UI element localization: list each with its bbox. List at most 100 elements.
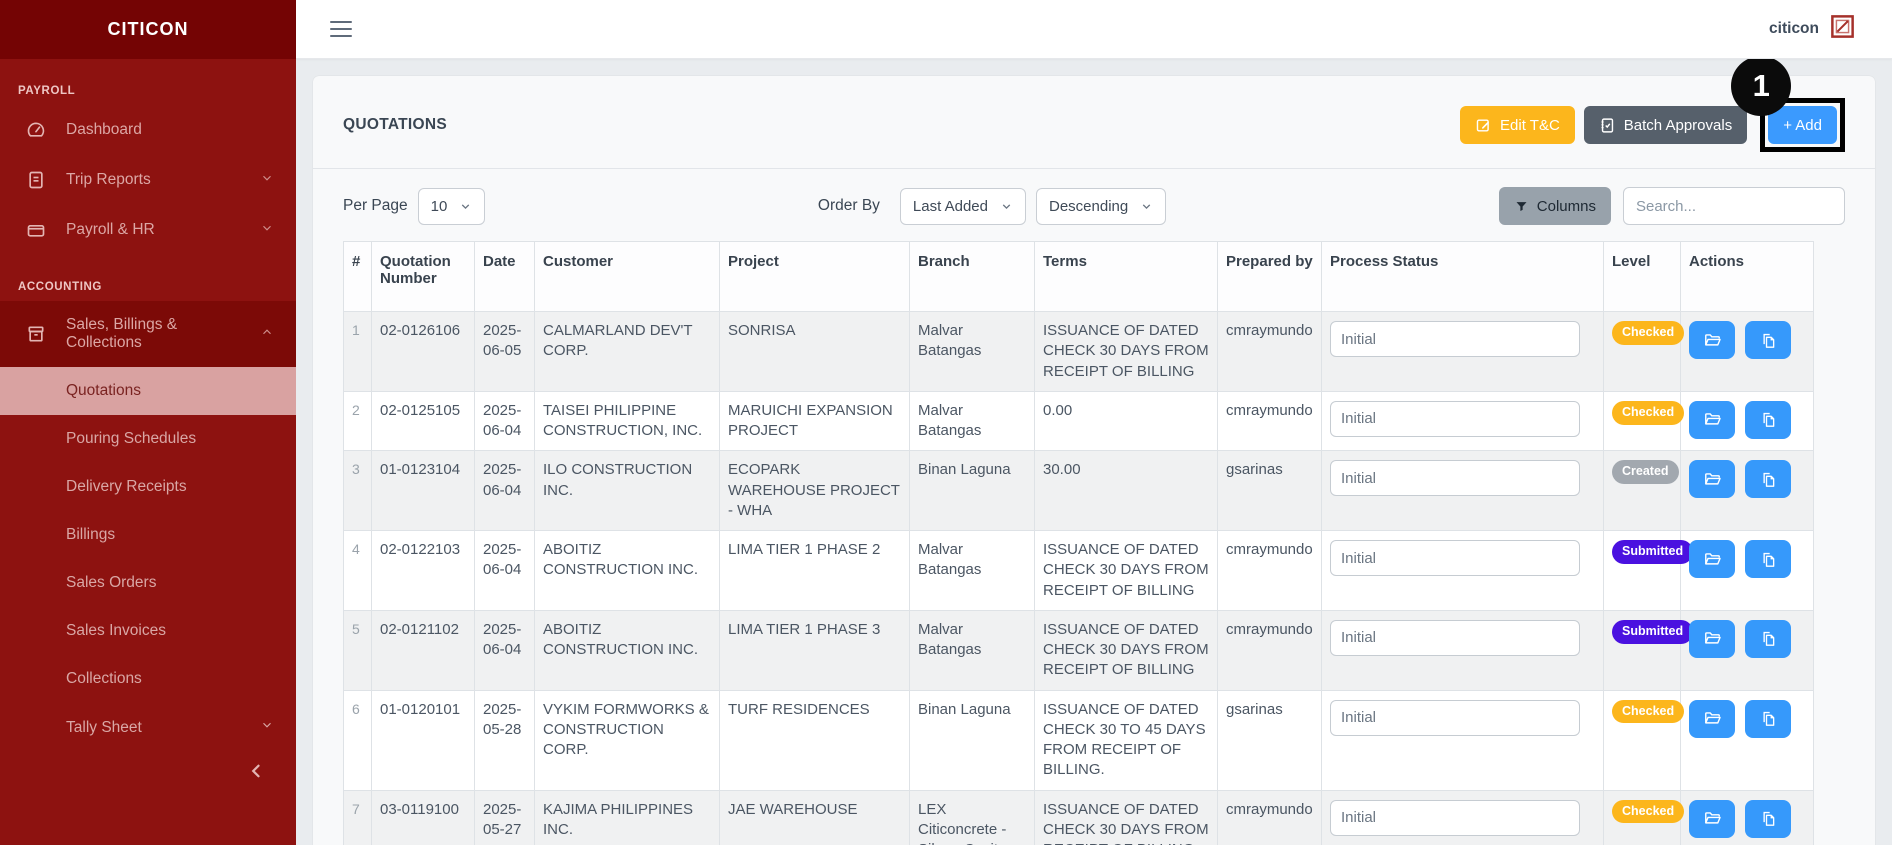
quotation-number-cell: 02-0125105 xyxy=(371,390,475,452)
duplicate-quotation-button[interactable] xyxy=(1745,699,1791,738)
table-row: 1 02-0126106 2025-06-05 CALMARLAND DEV'T… xyxy=(343,311,1814,392)
date-cell: 2025-05-27 xyxy=(474,789,535,845)
customer-cell: KAJIMA PHILIPPINES INC. xyxy=(534,789,720,845)
process-status-input[interactable] xyxy=(1330,460,1580,497)
pencil-square-icon xyxy=(1476,118,1490,132)
customer-cell: ILO CONSTRUCTION INC. xyxy=(534,450,720,531)
level-badge: Checked xyxy=(1612,799,1685,824)
copy-icon xyxy=(1762,472,1774,487)
prepared-by-cell: cmraymundo xyxy=(1217,609,1322,691)
terms-cell: 0.00 xyxy=(1034,390,1218,452)
sidebar-item-sales-invoices[interactable]: Sales Invoices xyxy=(66,622,166,639)
date-cell: 2025-05-28 xyxy=(474,689,535,791)
sidebar-item-quotations[interactable]: Quotations xyxy=(0,367,296,415)
sidebar-item-sales-orders[interactable]: Sales Orders xyxy=(66,574,157,591)
search-input[interactable] xyxy=(1622,187,1845,225)
project-cell: LIMA TIER 1 PHASE 3 xyxy=(719,609,910,691)
copy-icon xyxy=(1762,333,1774,348)
user-menu[interactable]: citicon xyxy=(1769,13,1856,45)
folder-open-icon xyxy=(1704,552,1721,565)
duplicate-quotation-button[interactable] xyxy=(1745,321,1791,359)
open-quotation-button[interactable] xyxy=(1689,799,1735,838)
sidebar-section-accounting: ACCOUNTING xyxy=(18,281,102,293)
batch-approvals-button[interactable]: Batch Approvals xyxy=(1583,106,1748,144)
col-header-level: Level xyxy=(1603,241,1681,312)
prepared-by-cell: cmraymundo xyxy=(1217,789,1322,845)
duplicate-quotation-button[interactable] xyxy=(1745,540,1791,578)
sort-direction-select[interactable]: Descending xyxy=(1036,187,1167,225)
duplicate-quotation-button[interactable] xyxy=(1745,460,1791,499)
sidebar-item-label: Sales, Billings & Collections xyxy=(66,316,178,351)
per-page-select[interactable]: 10 xyxy=(417,187,486,225)
table-row: 3 01-0123104 2025-06-04 ILO CONSTRUCTION… xyxy=(343,450,1814,531)
folder-open-icon xyxy=(1704,333,1721,346)
file-icon xyxy=(26,170,46,190)
level-badge: Checked xyxy=(1612,400,1685,425)
duplicate-quotation-button[interactable] xyxy=(1745,619,1791,658)
open-quotation-button[interactable] xyxy=(1689,540,1735,578)
process-status-input[interactable] xyxy=(1330,619,1580,656)
prepared-by-cell: cmraymundo xyxy=(1217,311,1322,392)
sidebar-item-sales-billings-collections[interactable]: Sales, Billings & Collections xyxy=(0,301,296,367)
terms-cell: ISSUANCE OF DATED CHECK 30 DAYS FROM REC… xyxy=(1034,609,1218,691)
open-quotation-button[interactable] xyxy=(1689,400,1735,439)
open-quotation-button[interactable] xyxy=(1689,619,1735,658)
chevron-up-icon xyxy=(260,325,274,344)
sidebar-item-label: Trip Reports xyxy=(66,171,151,188)
process-status-input[interactable] xyxy=(1330,699,1580,736)
sidebar-item-pouring-schedules[interactable]: Pouring Schedules xyxy=(66,430,197,447)
chevron-down-icon xyxy=(1002,203,1011,209)
columns-button[interactable]: Columns xyxy=(1498,187,1611,225)
project-cell: JAE WAREHOUSE xyxy=(719,789,910,845)
sidebar-item-collections[interactable]: Collections xyxy=(66,670,142,687)
col-header-project: Project xyxy=(719,241,910,312)
sidebar-item-label: Payroll & HR xyxy=(66,221,155,238)
table-row: 4 02-0122103 2025-06-04 ABOITIZ CONSTRUC… xyxy=(343,530,1814,611)
card-header: QUOTATIONS Edit T&C Batch Approvals 1 xyxy=(313,59,1875,169)
add-button[interactable]: + Add xyxy=(1768,106,1837,144)
sidebar-item-delivery-receipts[interactable]: Delivery Receipts xyxy=(66,478,187,495)
customer-cell: VYKIM FORMWORKS & CONSTRUCTION CORP. xyxy=(534,689,720,791)
col-header-prepared-by: Prepared by xyxy=(1217,241,1322,312)
copy-icon xyxy=(1762,552,1774,567)
process-status-input[interactable] xyxy=(1330,540,1580,576)
col-header-quotation-number: Quotation Number xyxy=(371,241,475,312)
col-header-process-status: Process Status xyxy=(1321,241,1604,312)
col-header-terms: Terms xyxy=(1034,241,1218,312)
order-by-group: Order By Last Added Descending xyxy=(817,187,1167,225)
open-quotation-button[interactable] xyxy=(1689,699,1735,738)
sidebar-item-payroll-hr[interactable]: Payroll & HR xyxy=(0,205,296,255)
process-status-input[interactable] xyxy=(1330,321,1580,357)
table-wrapper: # Quotation Number Date Customer Project… xyxy=(313,239,1875,845)
terms-cell: ISSUANCE OF DATED CHECK 30 DAYS FROM REC… xyxy=(1034,311,1218,392)
sidebar-item-trip-reports[interactable]: Trip Reports xyxy=(0,155,296,205)
prepared-by-cell: gsarinas xyxy=(1217,689,1322,791)
edit-tc-button[interactable]: Edit T&C xyxy=(1460,106,1575,144)
quotation-number-cell: 01-0123104 xyxy=(371,450,475,531)
customer-cell: TAISEI PHILIPPINE CONSTRUCTION, INC. xyxy=(534,390,720,452)
order-by-label: Order By xyxy=(817,197,880,214)
col-header-index: # xyxy=(343,241,372,312)
process-status-input[interactable] xyxy=(1330,400,1580,437)
sidebar-item-billings[interactable]: Billings xyxy=(66,526,116,543)
quotation-number-cell: 02-0121102 xyxy=(371,609,475,691)
hamburger-menu-icon[interactable] xyxy=(330,21,352,37)
open-quotation-button[interactable] xyxy=(1689,321,1735,359)
process-status-input[interactable] xyxy=(1330,799,1580,836)
level-badge: Submitted xyxy=(1612,540,1694,564)
content-area: QUOTATIONS Edit T&C Batch Approvals 1 xyxy=(296,59,1892,845)
col-header-customer: Customer xyxy=(534,241,720,312)
sidebar-item-dashboard[interactable]: Dashboard xyxy=(0,105,296,155)
order-by-select[interactable]: Last Added xyxy=(899,187,1026,225)
sidebar-collapse-button[interactable] xyxy=(0,752,296,790)
duplicate-quotation-button[interactable] xyxy=(1745,799,1791,838)
customer-cell: ABOITIZ CONSTRUCTION INC. xyxy=(534,609,720,691)
sidebar-item-tally-sheet[interactable]: Tally Sheet xyxy=(0,703,296,752)
duplicate-quotation-button[interactable] xyxy=(1745,400,1791,439)
header-buttons: Edit T&C Batch Approvals 1 + Add xyxy=(1460,59,1845,152)
archive-icon xyxy=(26,324,46,344)
branch-cell: Malvar Batangas xyxy=(909,609,1035,691)
add-button-highlight-box: 1 + Add xyxy=(1731,59,1845,152)
open-quotation-button[interactable] xyxy=(1689,460,1735,499)
date-cell: 2025-06-04 xyxy=(474,530,535,611)
